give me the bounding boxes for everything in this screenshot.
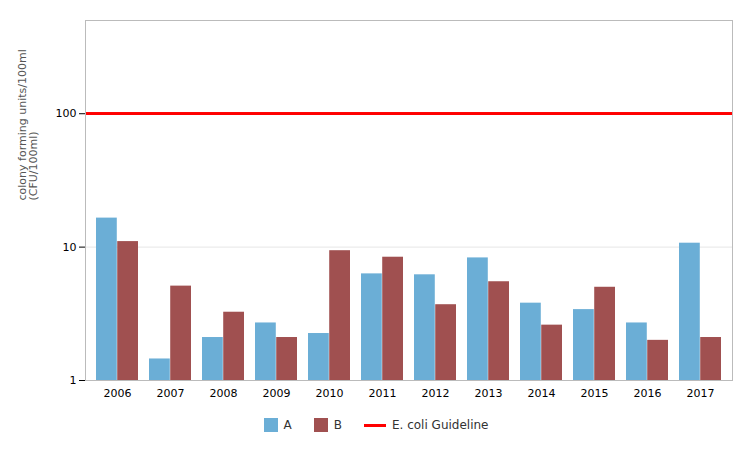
svg-text:2013: 2013 (475, 387, 503, 400)
svg-text:2012: 2012 (422, 387, 450, 400)
svg-text:2014: 2014 (528, 387, 556, 400)
svg-text:100: 100 (56, 107, 77, 120)
svg-text:10: 10 (63, 241, 77, 254)
svg-text:colony forming units/100ml(CFU: colony forming units/100ml(CFU/100ml) (16, 49, 40, 200)
svg-text:2016: 2016 (634, 387, 662, 400)
svg-text:2008: 2008 (210, 387, 238, 400)
svg-text:2010: 2010 (316, 387, 344, 400)
svg-text:2017: 2017 (687, 387, 715, 400)
html-text:A: A (283, 418, 292, 432)
svg-text:2007: 2007 (157, 387, 185, 400)
svg-text:2009: 2009 (263, 387, 291, 400)
html-text:E. coli Guideline: E. coli Guideline (392, 418, 489, 432)
html-text:B: B (333, 418, 342, 432)
svg-text:2006: 2006 (104, 387, 132, 400)
svg-text:1: 1 (70, 374, 77, 387)
svg-text:2011: 2011 (369, 387, 397, 400)
svg-text:2015: 2015 (581, 387, 609, 400)
